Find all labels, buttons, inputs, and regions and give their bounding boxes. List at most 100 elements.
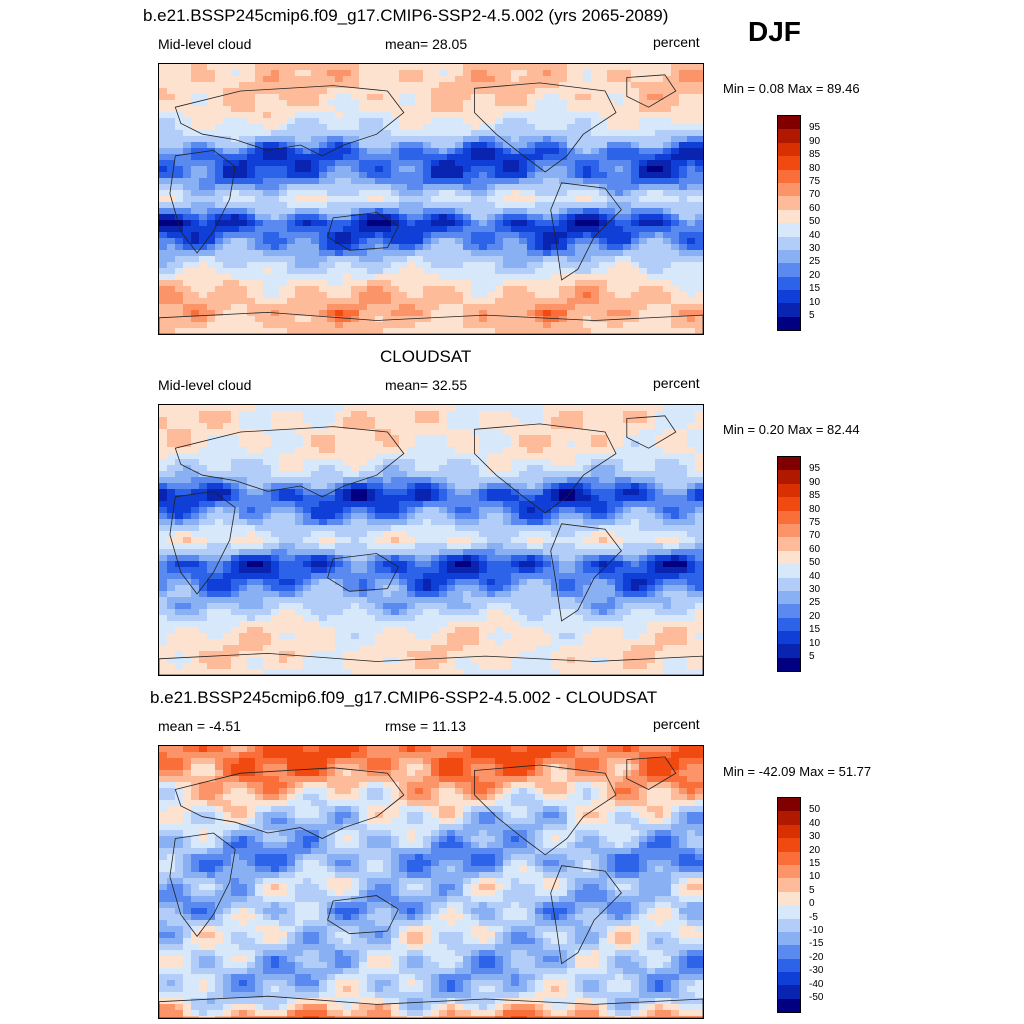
- field-cell: [527, 519, 536, 526]
- field-cell: [663, 519, 672, 526]
- field-cell: [199, 124, 208, 131]
- field-cell: [447, 112, 456, 119]
- field-cell: [495, 495, 504, 502]
- field-cell: [407, 100, 416, 107]
- field-cell: [415, 250, 424, 257]
- field-cell: [647, 429, 656, 436]
- field-cell: [343, 76, 352, 83]
- field-cell: [343, 244, 352, 251]
- field-cell: [207, 561, 216, 568]
- field-cell: [383, 549, 392, 556]
- field-cell: [335, 94, 344, 101]
- field-cell: [231, 447, 240, 454]
- panel-model-minmax: Min = 0.08 Max = 89.46: [723, 81, 860, 96]
- field-cell: [527, 118, 536, 125]
- field-cell: [207, 489, 216, 496]
- field-cell: [495, 411, 504, 418]
- field-cell: [511, 214, 520, 221]
- field-cell: [367, 471, 376, 478]
- field-cell: [311, 94, 320, 101]
- field-cell: [623, 304, 632, 311]
- field-cell: [263, 328, 272, 334]
- field-cell: [159, 220, 168, 227]
- field-cell: [639, 537, 648, 544]
- field-cell: [615, 298, 624, 305]
- field-cell: [407, 82, 416, 89]
- field-cell: [223, 190, 232, 197]
- field-cell: [695, 244, 703, 251]
- field-cell: [167, 531, 176, 538]
- field-cell: [671, 292, 680, 299]
- field-cell: [215, 310, 224, 317]
- field-cell: [543, 429, 552, 436]
- field-cell: [407, 328, 416, 334]
- field-cell: [207, 64, 216, 71]
- field-cell: [495, 202, 504, 209]
- field-cell: [423, 405, 432, 412]
- field-cell: [247, 441, 256, 448]
- field-cell: [663, 118, 672, 125]
- field-cell: [159, 411, 168, 418]
- field-cell: [447, 124, 456, 131]
- field-cell: [679, 280, 688, 287]
- field-cell: [615, 214, 624, 221]
- field-cell: [631, 411, 640, 418]
- field-cell: [319, 256, 328, 263]
- field-cell: [359, 100, 368, 107]
- field-cell: [543, 136, 552, 143]
- field-cell: [543, 82, 552, 89]
- field-cell: [255, 82, 264, 89]
- field-cell: [167, 549, 176, 556]
- field-cell: [487, 477, 496, 484]
- field-cell: [623, 256, 632, 263]
- field-cell: [543, 142, 552, 149]
- field-cell: [175, 106, 184, 113]
- field-cell: [575, 304, 584, 311]
- field-cell: [231, 495, 240, 502]
- field-cell: [599, 184, 608, 191]
- field-cell: [295, 220, 304, 227]
- field-cell: [455, 549, 464, 556]
- field-cell: [159, 286, 168, 293]
- field-cell: [639, 70, 648, 77]
- field-cell: [647, 441, 656, 448]
- field-cell: [239, 232, 248, 239]
- field-cell: [655, 100, 664, 107]
- field-cell: [231, 250, 240, 257]
- field-cell: [671, 124, 680, 131]
- field-cell: [447, 70, 456, 77]
- field-cell: [519, 525, 528, 532]
- field-cell: [175, 82, 184, 89]
- field-cell: [423, 453, 432, 460]
- field-cell: [503, 286, 512, 293]
- field-cell: [679, 184, 688, 191]
- field-cell: [687, 310, 696, 317]
- field-cell: [263, 513, 272, 520]
- field-cell: [519, 453, 528, 460]
- field-cell: [439, 525, 448, 532]
- field-cell: [207, 292, 216, 299]
- field-cell: [207, 531, 216, 538]
- field-cell: [527, 417, 536, 424]
- field-cell: [471, 232, 480, 239]
- field-cell: [679, 441, 688, 448]
- field-cell: [215, 202, 224, 209]
- field-cell: [247, 262, 256, 269]
- field-cell: [439, 166, 448, 173]
- field-cell: [159, 304, 168, 311]
- field-cell: [159, 184, 168, 191]
- field-cell: [567, 94, 576, 101]
- field-cell: [647, 531, 656, 538]
- field-cell: [607, 298, 616, 305]
- field-cell: [231, 411, 240, 418]
- field-cell: [567, 519, 576, 526]
- field-cell: [671, 507, 680, 514]
- field-cell: [607, 495, 616, 502]
- field-cell: [583, 88, 592, 95]
- field-cell: [535, 262, 544, 269]
- field-cell: [311, 148, 320, 155]
- field-cell: [471, 202, 480, 209]
- field-cell: [575, 112, 584, 119]
- field-cell: [527, 232, 536, 239]
- field-cell: [351, 310, 360, 317]
